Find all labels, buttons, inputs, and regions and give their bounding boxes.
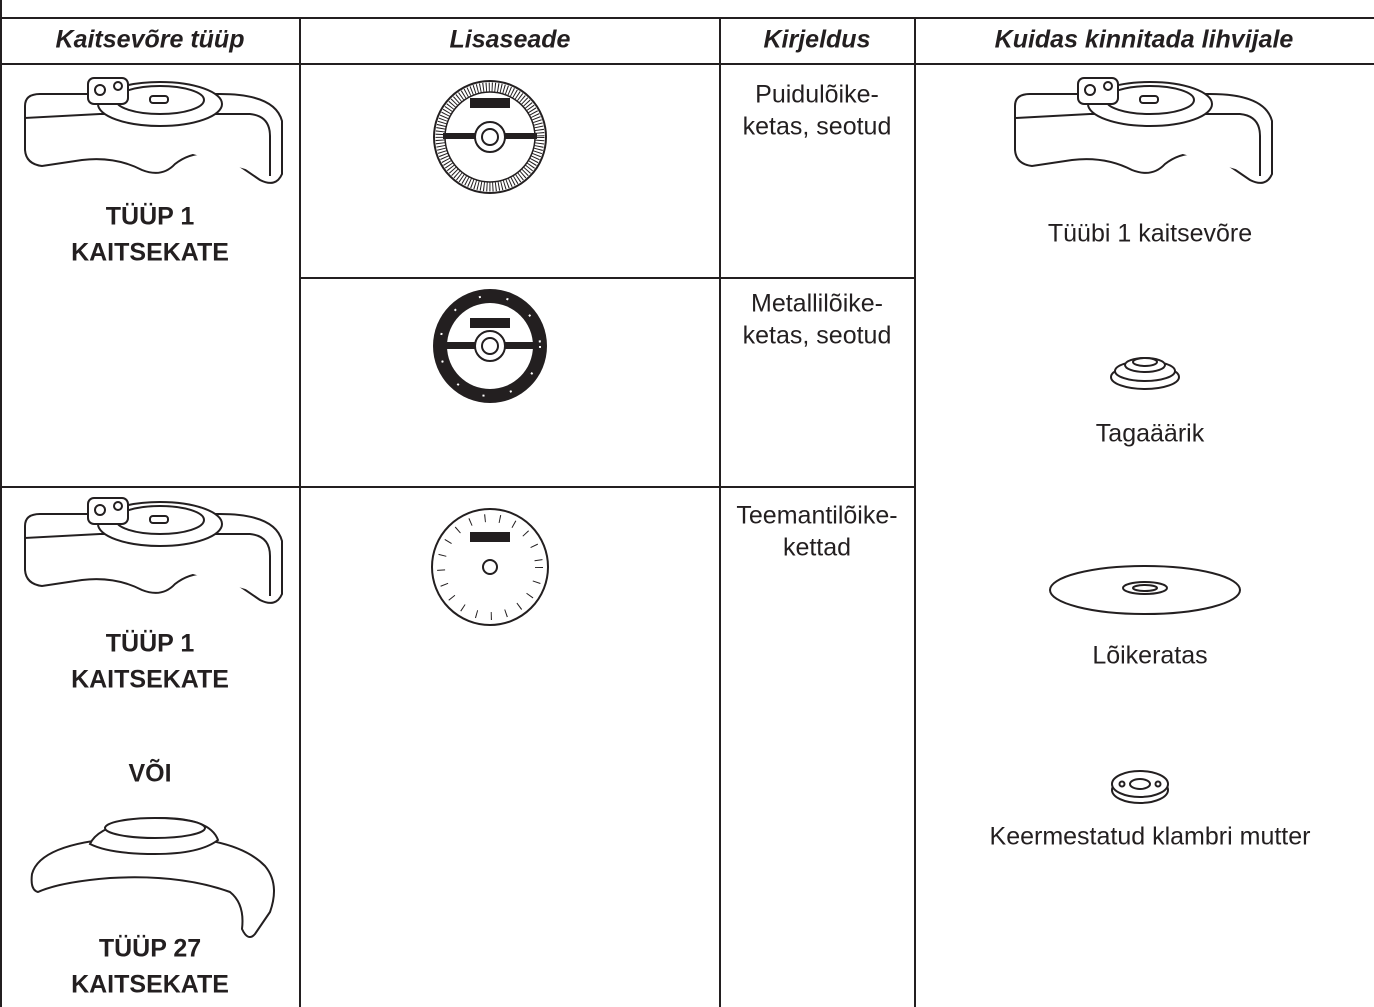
guard-illustration: [1014, 77, 1273, 184]
mounting-label: Tüübi 1 kaitsevõre: [1048, 220, 1252, 248]
mounting-label: Lõikeratas: [1092, 642, 1207, 670]
description: ketas, seotud: [743, 322, 892, 350]
guard-label: TÜÜP 1: [106, 629, 195, 658]
wood-disc: [433, 80, 547, 194]
guard-label: KAITSEKATE: [71, 239, 229, 267]
guard-label: KAITSEKATE: [71, 666, 229, 694]
guard-illustration: [24, 77, 283, 184]
description: kettad: [783, 534, 851, 562]
guard-label: TÜÜP 27: [99, 934, 201, 963]
guard-illustration: [24, 497, 283, 604]
cutting-wheel: [1049, 565, 1241, 615]
guard-label: TÜÜP 1: [106, 202, 195, 231]
guard-illustration: [30, 817, 275, 939]
header: Kaitsevõre tüüp: [56, 26, 245, 54]
description: ketas, seotud: [743, 113, 892, 141]
header: Kuidas kinnitada lihvijale: [995, 26, 1294, 54]
diamond-disc: [431, 508, 549, 626]
header: Kirjeldus: [764, 26, 871, 54]
metal-disc: [433, 289, 547, 403]
mounting-label: Keermestatud klambri mutter: [990, 823, 1311, 851]
description: Teemantilõike-: [736, 502, 897, 530]
guard-label: VÕI: [128, 758, 171, 788]
description: Puidulõike-: [755, 81, 879, 109]
back-flange: [1110, 357, 1180, 390]
clamp-nut: [1111, 770, 1169, 804]
mounting-label: Tagaäärik: [1096, 420, 1205, 448]
header: Lisaseade: [450, 26, 571, 54]
guard-label: KAITSEKATE: [71, 971, 229, 999]
description: Metallilõike-: [751, 290, 883, 318]
